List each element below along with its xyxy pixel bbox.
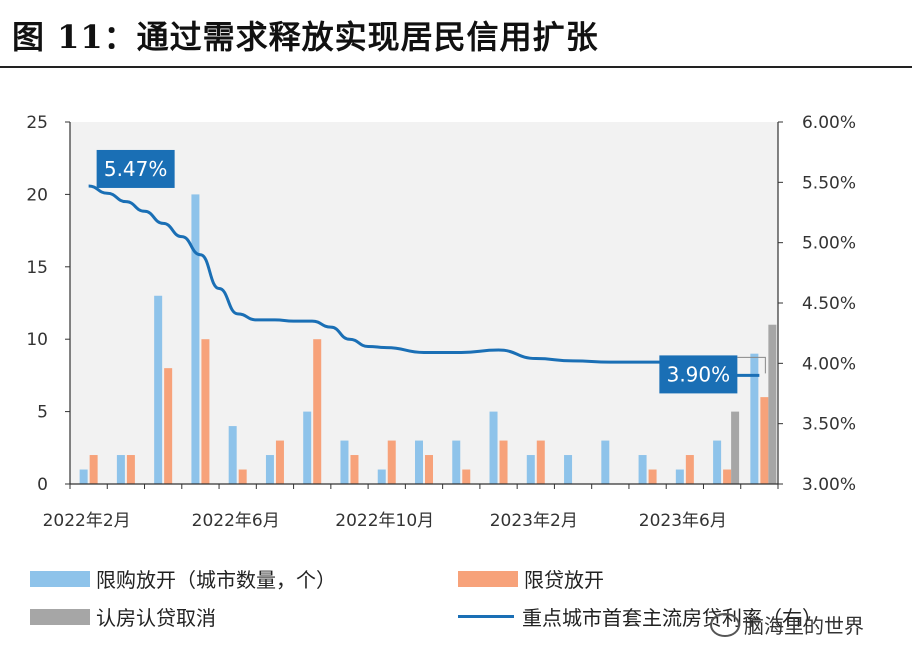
bar-restriction-2022-04 — [154, 295, 163, 484]
legend-item-mortgage-rate: 重点城市首套主流房贷利率（右） — [458, 602, 822, 631]
bar-loan-2022-06 — [238, 469, 247, 484]
y-right-tick-label: 3.50% — [802, 415, 856, 435]
bar-loan-2022-10 — [387, 440, 396, 484]
bar-loan-2022-04 — [164, 368, 173, 484]
bar-loan-2022-09 — [350, 455, 359, 484]
bar-loan-2023-06 — [685, 455, 694, 484]
wechat-icon — [710, 612, 740, 637]
bar-house-2023-08 — [768, 324, 777, 484]
legend-swatch-gray — [30, 608, 90, 625]
bar-loan-2023-01 — [499, 440, 508, 484]
x-tick-label: 2023年6月 — [639, 511, 727, 531]
bar-restriction-2022-09 — [340, 440, 349, 484]
bars-layer — [79, 194, 777, 484]
annotation-box — [96, 149, 175, 188]
legend-swatch-blue — [30, 570, 90, 587]
y-left-tick-label: 15 — [26, 258, 48, 278]
bar-restriction-2023-04 — [601, 440, 610, 484]
y-right-tick-label: 3.00% — [802, 475, 856, 495]
legend-item-loan-lifted: 限贷放开 — [458, 564, 604, 593]
bar-loan-2022-02 — [89, 455, 98, 484]
bar-restriction-2022-02 — [79, 469, 88, 484]
annotation-label: 3.90% — [667, 362, 731, 386]
y-left-tick-label: 0 — [37, 475, 48, 495]
bar-loan-2022-03 — [126, 455, 135, 484]
bar-loan-2022-12 — [462, 469, 471, 484]
watermark: 脑海里的世界 — [710, 610, 864, 639]
legend-label: 限购放开（城市数量，个） — [96, 568, 336, 592]
x-tick-label: 2022年10月 — [335, 511, 434, 531]
legend-swatch-orange — [458, 570, 518, 587]
y-left-tick-label: 25 — [26, 113, 48, 133]
x-tick-label: 2023年2月 — [490, 511, 578, 531]
bar-restriction-2022-03 — [116, 455, 125, 484]
bar-restriction-2023-02 — [526, 455, 535, 484]
title-divider — [0, 66, 912, 68]
x-tick-label: 2022年2月 — [43, 511, 131, 531]
bar-restriction-2023-01 — [489, 411, 498, 484]
axes-layer: 0 5 10 15 20 25 3.00% 3.50% 4.00% 4.50% 5.00% 5.50%… — [26, 113, 856, 531]
y-left-tick-label: 5 — [37, 403, 48, 423]
y-left-tick-label: 20 — [26, 185, 48, 205]
bar-loan-2022-08 — [313, 339, 322, 484]
bar-restriction-2022-12 — [452, 440, 461, 484]
plot-area — [70, 122, 778, 484]
bar-restriction-2022-07 — [265, 455, 274, 484]
bar-restriction-2022-06 — [228, 426, 237, 484]
legend-item-restriction-lifted: 限购放开（城市数量，个） — [30, 564, 336, 593]
bar-loan-2023-02 — [536, 440, 545, 484]
x-tick-label: 2022年6月 — [192, 511, 280, 531]
bar-restriction-2023-07 — [713, 440, 722, 484]
figure-title: 图 11：通过需求释放实现居民信用扩张 — [12, 18, 599, 56]
bar-loan-2022-11 — [425, 455, 433, 484]
bar-loan-2022-07 — [275, 440, 284, 484]
legend-label: 重点城市首套主流房贷利率（右） — [522, 606, 822, 630]
bar-restriction-2023-06 — [675, 469, 684, 484]
bar-restriction-2023-08 — [750, 353, 759, 484]
y-right-tick-label: 4.50% — [802, 294, 856, 314]
bar-loan-2023-08 — [760, 397, 769, 484]
legend-item-house-loan-cancel: 认房认贷取消 — [30, 602, 216, 631]
legend-label: 限贷放开 — [524, 568, 604, 592]
watermark-text: 脑海里的世界 — [744, 614, 864, 638]
y-right-tick-label: 5.50% — [802, 173, 856, 193]
bar-loan-2023-05 — [648, 469, 657, 484]
legend-swatch-line — [458, 615, 514, 618]
bar-loan-2022-05 — [201, 339, 210, 484]
y-right-tick-label: 6.00% — [802, 113, 856, 133]
bar-restriction-2022-05 — [191, 194, 200, 484]
y-right-tick-label: 5.00% — [802, 234, 856, 254]
rate-line — [88, 184, 760, 377]
bar-restriction-2022-10 — [377, 469, 386, 484]
annotation-box — [659, 355, 738, 394]
annotation-label: 5.47% — [104, 157, 168, 181]
bar-restriction-2023-03 — [564, 455, 573, 484]
bar-loan-2023-07 — [723, 469, 732, 484]
labels-layer: 5.47% 3.90% — [96, 149, 766, 394]
legend-label: 认房认贷取消 — [96, 606, 216, 630]
bar-restriction-2022-11 — [415, 440, 423, 484]
annotation-leader — [737, 356, 766, 374]
bar-house-2023-07 — [731, 411, 740, 484]
y-left-tick-label: 10 — [26, 330, 48, 350]
bar-restriction-2023-05 — [638, 455, 647, 484]
bar-restriction-2022-08 — [303, 411, 312, 484]
y-right-tick-label: 4.00% — [802, 354, 856, 374]
line-layer — [88, 184, 760, 377]
